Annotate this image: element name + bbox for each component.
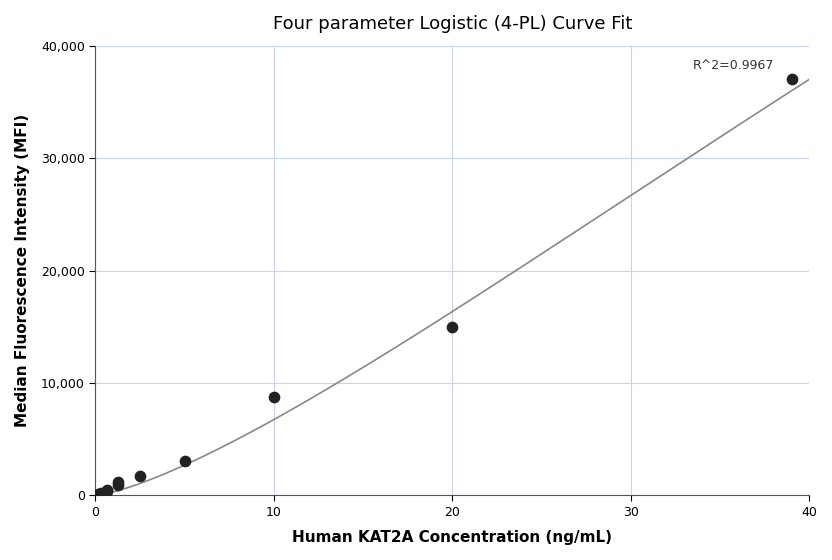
Point xyxy=(111,481,124,490)
Point xyxy=(100,486,113,494)
Point xyxy=(92,490,105,499)
Point xyxy=(178,456,191,465)
Point xyxy=(94,489,107,498)
Point xyxy=(267,392,280,401)
Point xyxy=(111,478,124,487)
Point xyxy=(785,75,799,84)
Title: Four parameter Logistic (4-PL) Curve Fit: Four parameter Logistic (4-PL) Curve Fit xyxy=(273,15,632,33)
Point xyxy=(133,472,146,481)
Point xyxy=(100,487,113,496)
Y-axis label: Median Fluorescence Intensity (MFI): Median Fluorescence Intensity (MFI) xyxy=(15,114,30,427)
Text: R^2=0.9967: R^2=0.9967 xyxy=(693,59,775,72)
X-axis label: Human KAT2A Concentration (ng/mL): Human KAT2A Concentration (ng/mL) xyxy=(292,530,612,545)
Point xyxy=(446,323,459,332)
